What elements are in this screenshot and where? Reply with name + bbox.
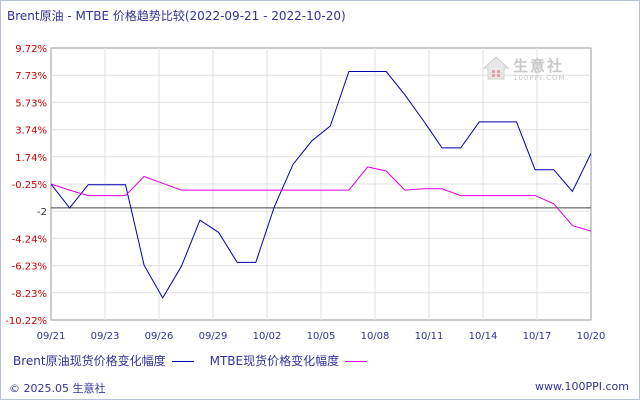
x-tick-label: 10/17 <box>523 331 552 342</box>
series-line-mtbe <box>51 166 591 232</box>
watermark-url: 100PPI.COM <box>513 74 566 82</box>
x-tick-label: 10/08 <box>361 331 390 342</box>
logo-house-icon <box>483 56 509 80</box>
x-tick-label: 10/11 <box>415 331 444 342</box>
x-tick-label: 09/21 <box>37 331 66 342</box>
series-line-brent <box>51 71 591 299</box>
x-tick-label: 10/14 <box>469 331 498 342</box>
y-tick-label: -4.24% <box>12 234 47 245</box>
y-tick-label: -0.25% <box>12 180 47 191</box>
y-tick-label: 1.74% <box>15 153 47 164</box>
footer-copyright: © 2025.05 生意社 <box>9 382 106 395</box>
legend-swatch-brent <box>171 361 194 362</box>
y-tick-label: 9.72% <box>15 44 47 55</box>
chart-title: Brent原油 - MTBE 价格趋势比较(2022-09-21 - 2022-… <box>7 9 346 23</box>
x-tick-label: 09/29 <box>199 331 228 342</box>
x-tick-label: 10/20 <box>577 331 606 342</box>
footer-site: www.100PPI.com <box>535 380 629 393</box>
y-tick-label: -6.23% <box>12 262 47 273</box>
legend-label-brent: Brent原油现货价格变化幅度 <box>13 354 166 368</box>
x-tick-label: 10/05 <box>307 331 336 342</box>
legend-swatch-mtbe <box>345 361 368 362</box>
y-tick-label: -10.22% <box>5 316 47 327</box>
x-tick-label: 10/02 <box>253 331 282 342</box>
x-tick-label: 09/26 <box>145 331 174 342</box>
x-tick-label: 09/23 <box>91 331 120 342</box>
y-tick-label: -8.23% <box>12 289 47 300</box>
watermark-name: 生意社 <box>513 57 565 75</box>
chart-legend: Brent原油现货价格变化幅度 MTBE现货价格变化幅度 <box>13 352 383 369</box>
y-tick-label: 7.73% <box>15 71 47 82</box>
y-tick-label: 3.74% <box>15 126 47 137</box>
y-tick-label: 5.73% <box>15 98 47 109</box>
y-tick-label: -2 <box>37 207 47 218</box>
legend-label-mtbe: MTBE现货价格变化幅度 <box>209 354 340 368</box>
